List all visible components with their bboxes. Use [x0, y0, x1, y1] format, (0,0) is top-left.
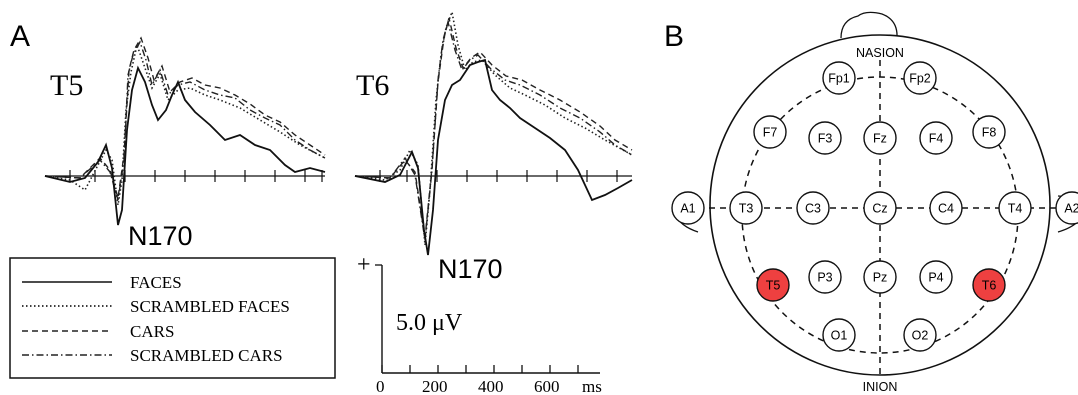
trace-scrambled-cars	[354, 19, 633, 241]
nose-outline	[840, 11, 898, 39]
legend: FACES SCRAMBLED FACES CARS SCRAMBLED CAR…	[9, 257, 336, 379]
panel-a-letter: A	[10, 20, 31, 53]
electrode-label: Fz	[873, 132, 887, 146]
time-tick-label: 600	[534, 377, 560, 395]
electrode-label: T3	[739, 202, 754, 216]
electrode-t3: T3	[729, 191, 763, 225]
electrode-label: A1	[680, 202, 695, 216]
electrode-f8: F8	[972, 115, 1006, 149]
channel-label-t6: T6	[356, 69, 389, 102]
electrode-marker	[972, 268, 1006, 302]
electrode-marker	[796, 191, 830, 225]
trace-scrambled-faces	[354, 9, 633, 246]
electrode-marker	[808, 121, 842, 155]
trace-cars	[354, 17, 633, 239]
electrode-label: F3	[818, 132, 833, 146]
electrode-label: T5	[766, 279, 781, 293]
amplitude-label: 5.0 μV	[396, 310, 463, 336]
electrode-marker	[808, 260, 842, 294]
electrode-fp1: Fp1	[822, 61, 856, 95]
electrode-f7: F7	[753, 115, 787, 149]
erp-panel: T5 N170 T6 N1	[9, 9, 633, 395]
trace-faces	[44, 65, 326, 226]
time-tick-label: 400	[478, 377, 504, 395]
electrode-a1: A1	[671, 191, 705, 225]
electrode-fz: Fz	[863, 121, 897, 155]
electrode-marker	[863, 191, 897, 225]
electrode-c4: C4	[929, 191, 963, 225]
electrode-marker	[756, 268, 790, 302]
electrode-label: P4	[928, 271, 943, 285]
erp-plot-t6: T6 N170	[354, 9, 633, 284]
electrode-c3: C3	[796, 191, 830, 225]
time-tick-label: 0	[376, 377, 385, 395]
electrode-group: Fp1 Fp2 F7 F3 Fz F4 F8 A1 T3 C3 Cz C4 T4 A2 T5 P3 Pz P4 T6…	[671, 61, 1078, 352]
electrode-a2: A2	[1055, 191, 1078, 225]
electrode-marker	[903, 318, 937, 352]
electrode-p4: P4	[919, 260, 953, 294]
electrode-label: F8	[982, 126, 997, 140]
legend-label-faces: FACES	[130, 273, 182, 292]
polarity-sign: +	[357, 252, 371, 278]
electrode-cz: Cz	[863, 191, 897, 225]
electrode-marker	[863, 260, 897, 294]
electrode-marker	[753, 115, 787, 149]
time-ticks	[379, 170, 618, 182]
electrode-label: O2	[912, 329, 929, 343]
electrode-marker	[671, 191, 705, 225]
legend-label-scrambled-cars: SCRAMBLED CARS	[130, 346, 283, 365]
electrode-label: P3	[817, 271, 832, 285]
electrode-marker	[998, 191, 1032, 225]
electrode-marker	[919, 260, 953, 294]
electrode-label: A2	[1064, 202, 1078, 216]
electrode-label: Fp2	[909, 72, 931, 86]
electrode-label: C4	[938, 202, 954, 216]
time-bar-ticks	[381, 365, 579, 373]
electrode-label: Fp1	[828, 72, 850, 86]
scale-bar: + 5.0 μV 0 200 400 600 ms	[357, 252, 602, 395]
electrode-label: T4	[1008, 202, 1023, 216]
electrode-f3: F3	[808, 121, 842, 155]
electrode-t6: T6	[972, 268, 1006, 302]
electrode-label: F4	[929, 132, 944, 146]
electrode-marker	[929, 191, 963, 225]
electrode-label: F7	[763, 126, 778, 140]
electrode-marker	[919, 121, 953, 155]
electrode-marker	[903, 61, 937, 95]
electrode-map: NASION INION Fp1 Fp2 F7 F3 Fz F4 F8 A1 T3 C3 Cz C4 T…	[671, 11, 1078, 394]
electrode-marker	[822, 318, 856, 352]
electrode-label: O1	[831, 329, 848, 343]
electrode-label: Cz	[872, 202, 887, 216]
electrode-fp2: Fp2	[903, 61, 937, 95]
electrode-p3: P3	[808, 260, 842, 294]
electrode-o1: O1	[822, 318, 856, 352]
legend-label-scrambled-faces: SCRAMBLED FACES	[130, 297, 290, 316]
electrode-t4: T4	[998, 191, 1032, 225]
electrode-marker	[729, 191, 763, 225]
legend-label-cars: CARS	[130, 322, 174, 341]
channel-label-t5: T5	[50, 69, 83, 102]
electrode-label: Pz	[873, 271, 888, 285]
electrode-label: C3	[805, 202, 821, 216]
electrode-o2: O2	[903, 318, 937, 352]
trace-cars	[44, 36, 326, 199]
component-label-t6: N170	[438, 254, 503, 284]
panel-b-letter: B	[664, 20, 685, 53]
electrode-t5: T5	[756, 268, 790, 302]
legend-box	[9, 257, 336, 379]
electrode-label: T6	[982, 279, 997, 293]
electrode-marker	[863, 121, 897, 155]
electrode-marker	[972, 115, 1006, 149]
nasion-label: NASION	[856, 46, 904, 60]
trace-faces	[354, 58, 633, 256]
inion-label: INION	[863, 380, 898, 394]
electrode-marker	[1055, 191, 1078, 225]
time-unit-label: ms	[582, 377, 602, 395]
electrode-marker	[822, 61, 856, 95]
electrode-pz: Pz	[863, 260, 897, 294]
component-label-t5: N170	[128, 221, 193, 251]
time-tick-label: 200	[422, 377, 448, 395]
erp-plot-t5: T5 N170	[44, 36, 326, 251]
electrode-f4: F4	[919, 121, 953, 155]
